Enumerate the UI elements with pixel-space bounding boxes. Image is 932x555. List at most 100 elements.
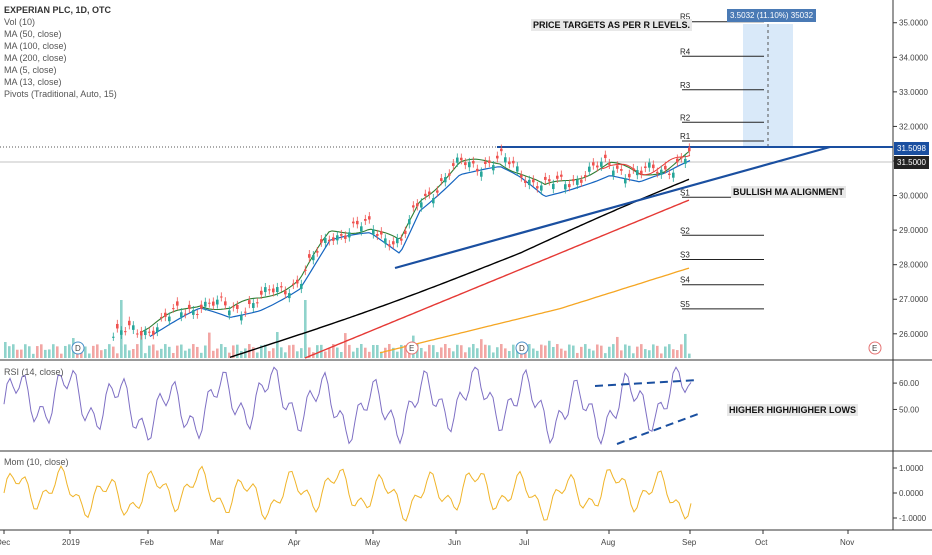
rsi-line <box>3 366 692 446</box>
mom-tick-label: -1.0000 <box>899 514 927 523</box>
volume-bar <box>556 344 559 358</box>
volume-bar <box>176 345 179 358</box>
volume-bar <box>452 351 455 358</box>
volume-bar <box>84 346 87 358</box>
volume-bar <box>232 345 235 358</box>
event-marker-label: E <box>872 344 877 353</box>
legend-item-ma50[interactable]: MA (50, close) <box>4 29 62 39</box>
volume-bar <box>496 347 499 358</box>
candle-body <box>668 173 671 175</box>
candle-body <box>380 231 383 235</box>
volume-bar <box>476 348 479 358</box>
candle-body <box>536 186 539 189</box>
volume-bar <box>480 339 483 358</box>
volume-bar <box>240 350 243 358</box>
candle-body <box>216 299 219 305</box>
pivot-label-s4: S4 <box>680 276 690 285</box>
candle-body <box>616 165 619 169</box>
volume-bar <box>12 344 15 358</box>
volume-bar <box>504 348 507 358</box>
volume-bar <box>136 344 139 358</box>
volume-bar <box>332 344 335 358</box>
price-tick-label: 30.0000 <box>899 192 928 201</box>
candle-body <box>300 283 303 289</box>
candle-body <box>436 190 439 193</box>
candle-body <box>232 306 235 308</box>
ascending-trendline <box>394 145 831 270</box>
pivot-label-r5: R5 <box>680 13 691 22</box>
volume-bar <box>392 347 395 358</box>
volume-bar <box>384 347 387 358</box>
legend-item-ma13[interactable]: MA (13, close) <box>4 77 62 87</box>
time-tick-label: May <box>365 538 380 547</box>
time-tick-label: Nov <box>840 538 854 547</box>
candle-body <box>408 219 411 225</box>
volume-bar <box>96 344 99 358</box>
volume-bar <box>300 348 303 358</box>
volume-bar <box>200 352 203 358</box>
candle-body <box>484 161 487 164</box>
volume-bar <box>676 350 679 358</box>
volume-bar <box>592 350 595 358</box>
legend-item-ma200[interactable]: MA (200, close) <box>4 53 67 63</box>
volume-bar <box>48 349 51 358</box>
volume-bar <box>88 353 91 358</box>
volume-bar <box>500 344 503 358</box>
volume-bar <box>448 348 451 358</box>
candle-body <box>560 174 563 177</box>
volume-bar <box>124 344 127 358</box>
rsi-tick-label: 60.00 <box>899 379 920 388</box>
mom-tick-label: 0.0000 <box>899 489 924 498</box>
candle-body <box>528 179 531 186</box>
candle-body <box>628 173 631 178</box>
volume-bar <box>324 351 327 358</box>
volume-bar <box>632 353 635 358</box>
candle-body <box>148 331 151 333</box>
legend-item-pivots[interactable]: Pivots (Traditional, Auto, 15) <box>4 89 117 99</box>
candle-body <box>352 221 355 224</box>
ma200-line <box>304 199 690 359</box>
candle-body <box>180 312 183 318</box>
candle-body <box>240 315 243 321</box>
volume-bar <box>460 345 463 358</box>
volume-bar <box>20 349 23 358</box>
volume-bar <box>328 348 331 358</box>
candle-body <box>344 235 347 239</box>
volume-bar <box>648 350 651 358</box>
price-tick-label: 34.0000 <box>899 53 928 62</box>
volume-bar <box>424 351 427 358</box>
legend-item-vol[interactable]: Vol (10) <box>4 17 36 27</box>
candle-body <box>624 178 627 184</box>
volume-bar <box>40 344 43 358</box>
candle-body <box>156 327 159 332</box>
volume-bar <box>280 347 283 358</box>
volume-bar <box>264 344 267 358</box>
pivot-label-s2: S2 <box>680 226 690 235</box>
candle-body <box>544 176 547 180</box>
candle-body <box>396 238 399 244</box>
volume-bar <box>356 347 359 358</box>
candle-body <box>524 180 527 183</box>
candle-body <box>188 304 191 310</box>
candle-body <box>244 311 247 313</box>
volume-bar <box>628 345 631 358</box>
volume-bar <box>652 344 655 358</box>
volume-bar <box>160 348 163 358</box>
candle-body <box>260 290 263 295</box>
volume-bar <box>244 348 247 358</box>
price-tick-label: 28.0000 <box>899 261 928 270</box>
volume-bar <box>308 347 311 358</box>
candle-body <box>184 313 187 315</box>
candle-body <box>372 229 375 235</box>
volume-bar <box>532 348 535 358</box>
legend-item-ma5[interactable]: MA (5, close) <box>4 65 57 75</box>
candle-body <box>132 325 135 330</box>
volume-bar <box>216 348 219 358</box>
legend-item-ma100[interactable]: MA (100, close) <box>4 41 67 51</box>
time-tick-label: Apr <box>288 538 301 547</box>
volume-bar <box>4 342 7 358</box>
candle-body <box>500 148 503 152</box>
pivot-label-s5: S5 <box>680 300 690 309</box>
